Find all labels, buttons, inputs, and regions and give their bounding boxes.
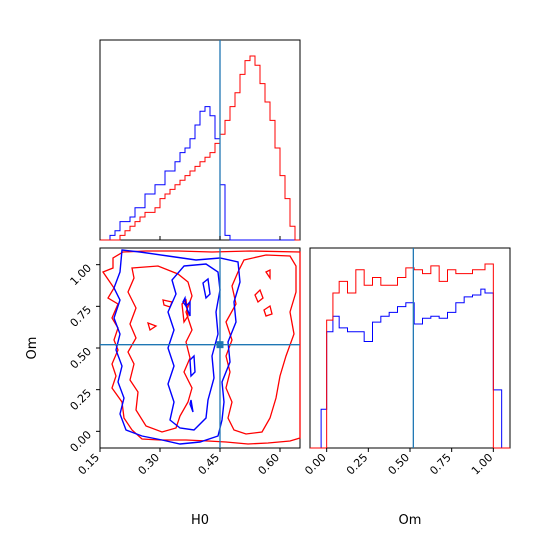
hist-Om-ticks: 0.00 0.25 0.50 0.75 1.00 (302, 448, 495, 477)
contour-panel: 0.15 0.30 0.45 0.60 0.00 0.25 0.50 0.75 1.00 H0… (25, 247, 301, 528)
hist-Om-series-group (310, 263, 510, 449)
hist-Om-xtick-label: 0.75 (427, 451, 454, 478)
xlabel-Om: Om (399, 513, 422, 528)
ylabel-Om: Om (25, 337, 40, 360)
contour-ytick-label: 0.75 (68, 303, 95, 330)
contour-red-blob-2 (147, 321, 158, 332)
contour-ytick-label: 0.50 (68, 345, 95, 372)
contour-xtick-label: 0.60 (256, 451, 283, 478)
hist-Om-xtick-label: 0.50 (386, 451, 413, 478)
hist-step-blue (310, 288, 510, 449)
contour-blue-hole-1 (202, 277, 211, 300)
hist-Om-panel: 0.00 0.25 0.50 0.75 1.00 Om (302, 247, 511, 528)
contour-ytick-label: 1.00 (68, 262, 95, 289)
xlabel-H0: H0 (191, 513, 209, 528)
hist-H0-panel (99, 39, 301, 241)
contour-xtick-label: 0.30 (136, 451, 163, 478)
contour-ytick-label: 0.00 (68, 428, 95, 455)
contour-blue-inner (167, 263, 221, 431)
contour-blue-hole-5 (182, 295, 188, 309)
contour-y-ticks: 0.00 0.25 0.50 0.75 1.00 (68, 262, 100, 455)
contour-red-right (225, 254, 297, 435)
hist-step-red (100, 55, 300, 241)
contour-xtick-label: 0.15 (76, 451, 103, 478)
hist-H0-series-group (100, 55, 300, 241)
hist-Om-frame (309, 247, 511, 449)
hist-H0-ticks (99, 236, 281, 240)
contour-red-outer (102, 250, 301, 445)
hist-Om-xtick-label: 0.25 (344, 451, 371, 478)
contour-blue-hole-2 (185, 300, 191, 317)
contour-red-blob-6 (265, 268, 271, 281)
truth-point-marker (216, 341, 224, 349)
hist-Om-xtick-label: 0.00 (302, 451, 329, 478)
contour-red-inner (127, 265, 193, 433)
contour-red-blob-5 (263, 304, 273, 317)
contour-xtick-label: 0.45 (196, 451, 223, 478)
contour-ytick-label: 0.25 (68, 387, 95, 414)
hist-step-blue (100, 106, 300, 241)
contour-x-ticks: 0.15 0.30 0.45 0.60 (76, 448, 283, 478)
contour-blue-outer (113, 249, 241, 445)
contour-blue-hole-4 (189, 399, 194, 413)
contour-red-blob-4 (254, 288, 264, 304)
contour-red-blob-3 (181, 298, 189, 324)
hist-step-red (310, 263, 510, 449)
hist-Om-xtick-label: 1.00 (469, 451, 496, 478)
hist-H0-frame (99, 39, 301, 241)
contour-blue-hole-3 (189, 354, 196, 378)
